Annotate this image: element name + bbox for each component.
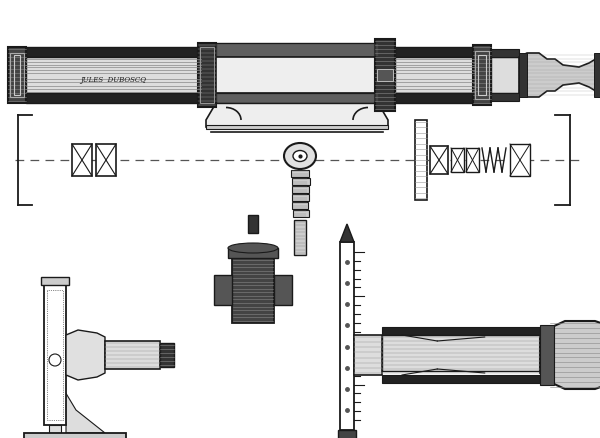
Bar	[274, 275, 292, 305]
Bar	[248, 215, 258, 233]
Bar	[340, 242, 354, 430]
Bar	[200, 47, 214, 103]
Bar	[26, 47, 201, 57]
Bar	[14, 55, 20, 95]
Bar	[510, 144, 530, 176]
Bar	[451, 148, 464, 172]
Polygon shape	[216, 93, 378, 103]
Bar	[72, 144, 92, 176]
Polygon shape	[340, 224, 354, 242]
Bar	[540, 325, 554, 385]
Bar	[395, 57, 475, 93]
Bar	[291, 170, 309, 177]
Bar	[382, 327, 540, 335]
Bar	[8, 47, 26, 103]
Bar	[375, 39, 395, 111]
Bar	[10, 53, 24, 97]
Bar	[206, 125, 388, 129]
Polygon shape	[66, 330, 105, 380]
Bar	[105, 341, 160, 369]
Bar	[491, 57, 519, 93]
Ellipse shape	[49, 354, 61, 366]
Bar	[473, 45, 491, 105]
Bar	[292, 186, 309, 193]
Bar	[96, 144, 116, 176]
Polygon shape	[519, 53, 599, 97]
Polygon shape	[206, 103, 388, 127]
Bar	[475, 51, 489, 99]
Bar	[354, 335, 382, 375]
Bar	[491, 49, 519, 57]
Ellipse shape	[293, 151, 307, 162]
Polygon shape	[540, 321, 600, 389]
Bar	[466, 148, 479, 172]
Bar	[478, 55, 486, 95]
Bar	[26, 93, 201, 103]
Bar	[44, 285, 66, 425]
Bar	[293, 210, 308, 217]
Bar	[292, 202, 308, 209]
Bar	[430, 146, 448, 174]
Bar	[415, 120, 427, 200]
Bar	[228, 248, 278, 258]
Bar	[47, 290, 63, 420]
Polygon shape	[216, 43, 378, 57]
Bar	[594, 53, 600, 97]
Bar	[160, 343, 174, 367]
Bar	[377, 69, 393, 81]
Ellipse shape	[228, 243, 278, 253]
Bar	[214, 275, 232, 305]
Bar	[519, 53, 527, 97]
Bar	[26, 57, 201, 93]
Bar	[395, 47, 475, 57]
Ellipse shape	[284, 143, 316, 169]
Polygon shape	[61, 385, 105, 433]
Bar	[24, 433, 126, 438]
Polygon shape	[49, 425, 61, 433]
Bar	[41, 277, 69, 285]
Bar	[232, 258, 274, 323]
Bar	[382, 335, 540, 371]
Bar	[338, 430, 356, 438]
Bar	[294, 220, 306, 255]
Text: JULES  DUBOSCQ: JULES DUBOSCQ	[80, 76, 146, 84]
Bar	[292, 178, 310, 185]
Bar	[382, 375, 540, 383]
Bar	[491, 93, 519, 101]
Bar	[198, 43, 216, 107]
Bar	[395, 93, 475, 103]
Bar	[292, 194, 308, 201]
Bar	[216, 57, 378, 93]
